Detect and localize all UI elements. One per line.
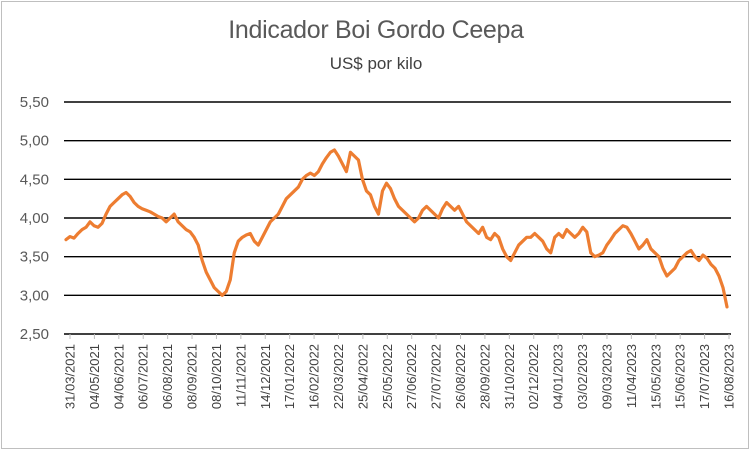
x-tick-label: 06/08/2021 [160,344,175,409]
x-tick-label: 11/11/2021 [233,344,248,407]
x-tick-label: 08/09/2021 [185,344,200,409]
series-layer [64,148,729,309]
x-tick-label: 31/03/2021 [63,344,78,409]
x-tick-label: 22/03/2022 [331,344,346,409]
x-tick-label: 15/05/2023 [648,344,663,409]
y-tick-label: 3,00 [20,287,49,304]
x-tick-label: 04/01/2023 [551,344,566,409]
series-line [64,148,729,309]
x-axis-ticks: 31/03/2021 04/05/2021 04/06/2021 06/07/2021… [63,334,737,409]
y-tick-label: 5,00 [20,133,49,150]
gridlines [64,101,731,335]
x-tick-label: 17/01/2022 [282,344,297,409]
x-tick-label: 26/08/2022 [453,344,468,409]
x-tick-label: 16/08/2023 [722,344,737,409]
x-tick-label: 31/10/2022 [502,344,517,409]
chart-subtitle: US$ por kilo [329,54,423,73]
x-tick-label: 16/02/2022 [307,344,322,409]
x-tick-label: 03/02/2023 [575,344,590,409]
x-tick-label: 25/04/2022 [355,344,370,409]
x-tick-label: 04/05/2021 [87,344,102,409]
x-tick-label: 04/06/2021 [111,344,126,409]
y-tick-label: 3,50 [20,249,49,266]
x-tick-label: 25/05/2022 [380,344,395,409]
y-axis-ticks: 2,50 3,00 3,50 4,00 4,50 5,00 5,50 [20,94,49,343]
x-tick-label: 06/07/2021 [136,344,151,409]
x-tick-label: 15/06/2023 [673,344,688,409]
x-tick-label: 08/10/2021 [209,344,224,409]
x-tick-label: 28/09/2022 [477,344,492,409]
x-tick-label: 27/07/2022 [429,344,444,409]
x-tick-label: 14/12/2021 [258,344,273,409]
x-tick-label: 27/06/2022 [404,344,419,409]
x-tick-label: 09/03/2023 [599,344,614,409]
y-tick-label: 5,50 [20,94,49,111]
y-tick-label: 4,50 [20,171,49,188]
x-tick-label: 17/07/2023 [697,344,712,409]
x-tick-label: 11/04/2023 [624,344,639,408]
x-tick-label: 02/12/2022 [526,344,541,409]
y-tick-label: 2,50 [20,326,49,343]
chart-title: Indicador Boi Gordo Ceepa [228,16,524,44]
y-tick-label: 4,00 [20,210,49,227]
